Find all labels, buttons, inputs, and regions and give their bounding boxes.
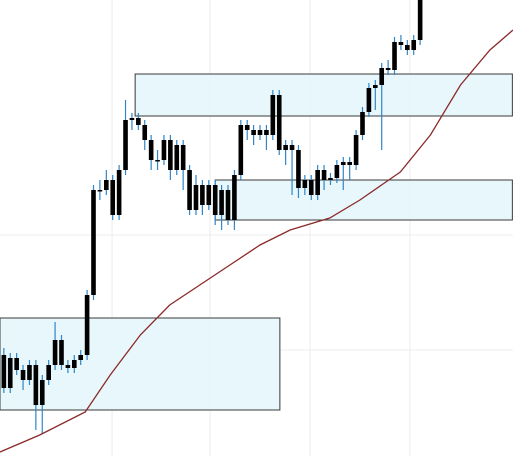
candle-body (200, 185, 205, 205)
candle-body (340, 162, 346, 165)
candle-body (372, 85, 378, 88)
candle-body (334, 165, 340, 178)
candle-body (289, 145, 295, 150)
candle-body (123, 120, 128, 170)
zone (214, 179, 513, 221)
candle-body (353, 135, 359, 165)
candle-body (366, 88, 372, 112)
candle-body (264, 130, 269, 135)
candle-body (328, 178, 333, 180)
candle-body (65, 365, 71, 368)
candle-body (411, 40, 417, 50)
candle-body (142, 125, 148, 140)
candle-body (78, 355, 84, 360)
candle-body (148, 140, 154, 160)
candle-body (238, 125, 244, 175)
candle-body (104, 180, 109, 190)
candle-body (110, 180, 116, 215)
candle-body (379, 68, 385, 85)
candle-body (276, 95, 282, 150)
candle-body (219, 190, 224, 215)
candle-body (244, 125, 250, 130)
candle-body (168, 140, 173, 170)
candle-body (59, 340, 64, 365)
candle-body (212, 185, 218, 215)
candle-body (1, 355, 7, 388)
candle-body (33, 365, 39, 405)
candle-body (302, 180, 308, 188)
candle-body (398, 42, 404, 45)
candle-body (308, 180, 314, 195)
candle-body (91, 190, 96, 295)
moving-average (0, 29, 513, 453)
candle-body (225, 190, 231, 220)
zone (134, 73, 513, 117)
candle-body (405, 45, 410, 50)
candle-body (52, 340, 58, 365)
candle-body (270, 95, 276, 135)
candle-body (283, 145, 288, 150)
candle-body (84, 295, 90, 355)
candle-body (129, 118, 135, 120)
candle-body (417, 0, 423, 40)
candle-body (46, 365, 51, 380)
candle-body (315, 170, 320, 195)
candle-body (97, 190, 103, 192)
candle-body (360, 112, 365, 135)
candle-body (155, 160, 160, 162)
candle-body (116, 170, 122, 215)
candle-body (174, 145, 180, 170)
candle-body (257, 130, 263, 135)
candle-body (14, 358, 19, 370)
candle-body (251, 130, 256, 135)
candle-body (321, 170, 327, 180)
candle-body (7, 358, 13, 388)
candle-body (136, 118, 141, 125)
candle-body (71, 360, 77, 368)
candle-body (232, 175, 237, 220)
candle-body (296, 150, 301, 188)
candle-body (392, 42, 397, 70)
candle-body (20, 370, 26, 380)
zone (0, 317, 281, 411)
candle-body (385, 68, 391, 70)
candle-body (206, 185, 212, 205)
candle-body (187, 170, 192, 210)
candle-body (27, 365, 32, 380)
candle-body (39, 380, 45, 405)
candle-body (180, 145, 186, 170)
candle-body (161, 140, 167, 160)
candle-body (347, 162, 352, 165)
candle-body (193, 185, 199, 210)
